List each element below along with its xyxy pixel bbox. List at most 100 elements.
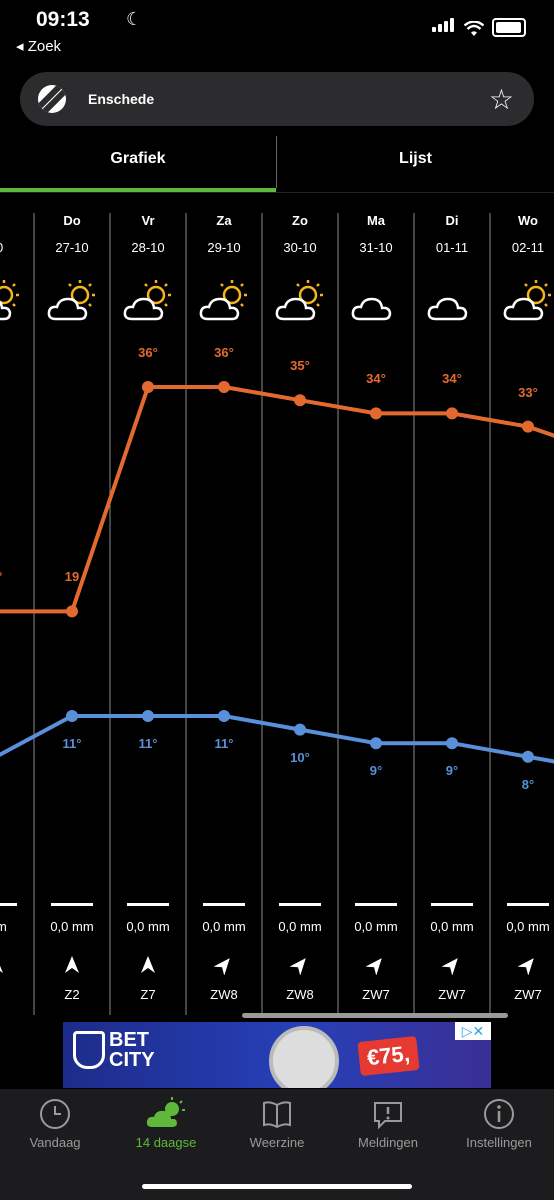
forecast-chart[interactable]: o 10 9° ° mm 2 Do 27-10 19 11° 0,0 mm Z2 Vr 28-10 36° 1… bbox=[0, 195, 554, 1015]
wind-arrow-icon bbox=[0, 955, 34, 975]
wind-arrow-icon bbox=[338, 955, 414, 975]
day-name: Do bbox=[63, 213, 81, 228]
wind-arrow-icon bbox=[186, 955, 262, 975]
day-name: Za bbox=[216, 213, 232, 228]
high-temp-label: 9° bbox=[0, 569, 34, 584]
high-temp-point bbox=[522, 420, 534, 433]
wifi-icon bbox=[464, 21, 484, 36]
rain-amount: 0,0 mm bbox=[50, 919, 94, 934]
day-date: 01-11 bbox=[435, 240, 469, 255]
rain-bar bbox=[431, 903, 473, 906]
rain-bar bbox=[507, 903, 549, 906]
day-date: 10 bbox=[0, 240, 34, 255]
horizontal-scrollbar[interactable] bbox=[242, 1013, 508, 1018]
partly-cloudy-icon bbox=[262, 277, 338, 327]
rain-amount: 0,0 mm bbox=[354, 919, 398, 934]
high-temp-point bbox=[218, 381, 230, 393]
tab-grafiek[interactable]: Grafiek bbox=[0, 134, 276, 192]
low-temp-label: 11° bbox=[138, 736, 158, 751]
rain-amount: 0,0 mm bbox=[506, 919, 550, 934]
nav-instellingen-label: Instellingen bbox=[466, 1135, 532, 1150]
low-temp-point bbox=[522, 750, 534, 763]
low-temp-label: 11° bbox=[62, 736, 82, 751]
nav-meldingen[interactable]: Meldingen bbox=[333, 1097, 443, 1150]
moon-icon: ☾ bbox=[126, 9, 143, 29]
low-temp-label: 10° bbox=[290, 749, 310, 765]
nav-instellingen[interactable]: Instellingen bbox=[444, 1097, 554, 1150]
ad-price: €75, bbox=[357, 1036, 420, 1076]
home-indicator bbox=[142, 1184, 412, 1189]
rain-amount: 0,0 mm bbox=[202, 919, 246, 934]
alert-bubble-icon bbox=[333, 1097, 443, 1131]
rain-amount: 0,0 mm bbox=[430, 919, 474, 934]
tab-divider bbox=[276, 136, 277, 188]
partly-cloudy-icon bbox=[110, 277, 186, 327]
wind-arrow-icon bbox=[34, 955, 110, 975]
wind-direction: ZW8 bbox=[286, 987, 314, 1002]
day-date: 27-10 bbox=[55, 240, 89, 255]
view-tabs: Grafiek Lijst bbox=[0, 134, 554, 193]
low-temp-point bbox=[218, 710, 230, 722]
high-temp-label: 19 bbox=[64, 569, 80, 585]
nav-weerzine[interactable]: Weerzine bbox=[222, 1097, 332, 1150]
ad-brand: BET CITY bbox=[109, 1030, 155, 1070]
high-temp-label: 36° bbox=[138, 345, 158, 360]
ad-banner[interactable]: BET CITY €75, ▷✕ bbox=[63, 1022, 491, 1088]
signal-icon bbox=[432, 18, 456, 37]
partly-cloudy-icon bbox=[34, 277, 110, 327]
city-name[interactable]: Enschede bbox=[88, 91, 155, 107]
day-name: Zo bbox=[292, 213, 308, 228]
betcity-logo-icon bbox=[73, 1031, 105, 1069]
day-date: 28-10 bbox=[131, 240, 165, 255]
ad-close-button[interactable]: ▷✕ bbox=[455, 1022, 491, 1040]
temperature-chart-svg bbox=[0, 213, 554, 1015]
alarm-clock-icon bbox=[269, 1026, 339, 1088]
back-link[interactable]: ◂ Zoek bbox=[16, 38, 62, 55]
day-name: o bbox=[0, 213, 34, 228]
ad-brand-line1: BET bbox=[109, 1029, 149, 1051]
day-name: Vr bbox=[141, 213, 155, 228]
partly-cloudy-icon bbox=[0, 277, 34, 327]
status-icons bbox=[432, 18, 526, 37]
day-date: 02-11 bbox=[511, 240, 545, 255]
high-temp-point bbox=[142, 381, 154, 393]
wind-direction: 2 bbox=[0, 987, 34, 1002]
day-date: 30-10 bbox=[283, 240, 317, 255]
low-temp-point bbox=[294, 723, 306, 736]
nav-14-daagse[interactable]: 14 daagse bbox=[111, 1097, 221, 1150]
battery-icon bbox=[492, 18, 526, 37]
cloud-icon bbox=[414, 277, 490, 327]
low-temp-label: 11° bbox=[214, 736, 234, 751]
rain-bar bbox=[355, 903, 397, 906]
wind-direction: ZW8 bbox=[210, 987, 238, 1002]
rain-bar bbox=[203, 903, 245, 906]
tab-lijst[interactable]: Lijst bbox=[277, 134, 554, 192]
wind-direction: ZW7 bbox=[362, 987, 390, 1002]
high-temp-label: 35° bbox=[290, 358, 310, 374]
high-temp-point bbox=[294, 394, 306, 407]
info-icon bbox=[444, 1097, 554, 1131]
location-bar[interactable]: Enschede ☆ bbox=[20, 72, 534, 126]
wind-direction: ZW7 bbox=[438, 987, 466, 1002]
rain-bar bbox=[51, 903, 93, 906]
bottom-nav: Vandaag 14 daagse Weerzine Meldingen Ins… bbox=[0, 1089, 554, 1200]
app-logo-icon bbox=[38, 85, 66, 113]
star-icon[interactable]: ☆ bbox=[488, 84, 514, 115]
clock-icon bbox=[0, 1097, 110, 1131]
nav-vandaag[interactable]: Vandaag bbox=[0, 1097, 110, 1150]
high-temp-point bbox=[370, 407, 382, 420]
high-temp-label: 34° bbox=[442, 371, 462, 387]
day-date: 29-10 bbox=[207, 240, 241, 255]
low-temp-point bbox=[142, 710, 154, 722]
day-name: Wo bbox=[518, 213, 538, 228]
wind-direction: Z7 bbox=[140, 987, 156, 1002]
ad-brand-line2: CITY bbox=[109, 1049, 155, 1071]
low-temp-point bbox=[446, 737, 458, 750]
day-date: 31-10 bbox=[359, 240, 393, 255]
rain-amount: 0,0 mm bbox=[126, 919, 170, 934]
low-temp-point bbox=[370, 737, 382, 750]
wind-arrow-icon bbox=[262, 955, 338, 975]
nav-weerzine-label: Weerzine bbox=[249, 1135, 305, 1150]
status-time: 09:13 bbox=[36, 8, 90, 31]
tab-active-indicator bbox=[0, 188, 276, 192]
